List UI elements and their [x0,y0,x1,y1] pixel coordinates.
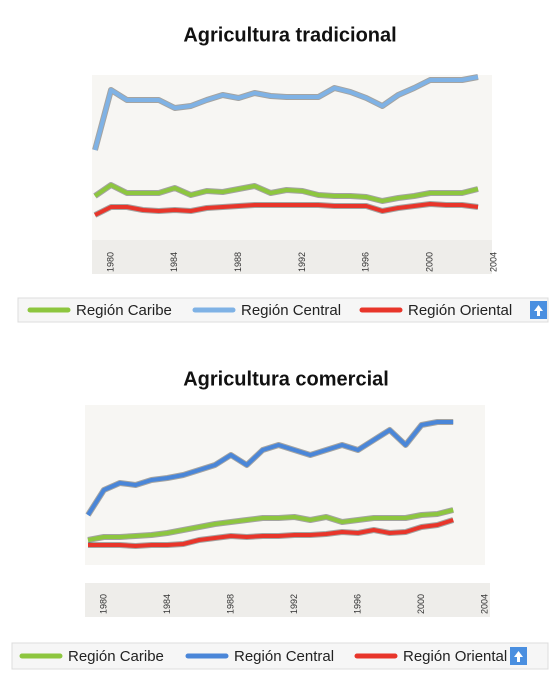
series-line [94,202,479,217]
legend-label: Región Oriental [408,302,512,319]
x-tick-label: 1996 [352,594,362,614]
chart-title: Agricultura comercial [183,368,389,390]
x-tick-label: 1980 [98,594,108,614]
legend-label: Región Central [241,302,341,319]
x-tick-label: 1992 [289,594,299,614]
x-tick-label: 1980 [105,252,115,272]
x-tick-label: 1984 [169,252,179,272]
legend-label: Región Central [234,648,334,665]
tick-strip [92,240,492,274]
legend-label: Región Oriental [403,648,507,665]
legend-box [11,642,549,670]
series-line [87,508,454,542]
x-tick-label: 1988 [233,252,243,272]
legend-label: Región Caribe [76,302,172,319]
x-tick-label: 1984 [162,594,172,614]
tick-strip [85,583,490,617]
series-line [86,420,454,517]
x-tick-label: 1996 [361,252,371,272]
arrow-icon [534,305,543,316]
x-tick-label: 2004 [488,252,498,272]
legend-label: Región Caribe [68,648,164,665]
chart-title: Agricultura tradicional [183,24,396,46]
x-tick-label: 1988 [225,594,235,614]
legend-box [17,297,549,323]
series-line [93,183,479,203]
series-line [93,75,479,151]
x-tick-label: 2000 [416,594,426,614]
x-tick-label: 2004 [479,594,489,614]
x-tick-label: 2000 [425,252,435,272]
arrow-icon [514,651,523,662]
series-line [88,518,454,548]
x-tick-label: 1992 [297,252,307,272]
